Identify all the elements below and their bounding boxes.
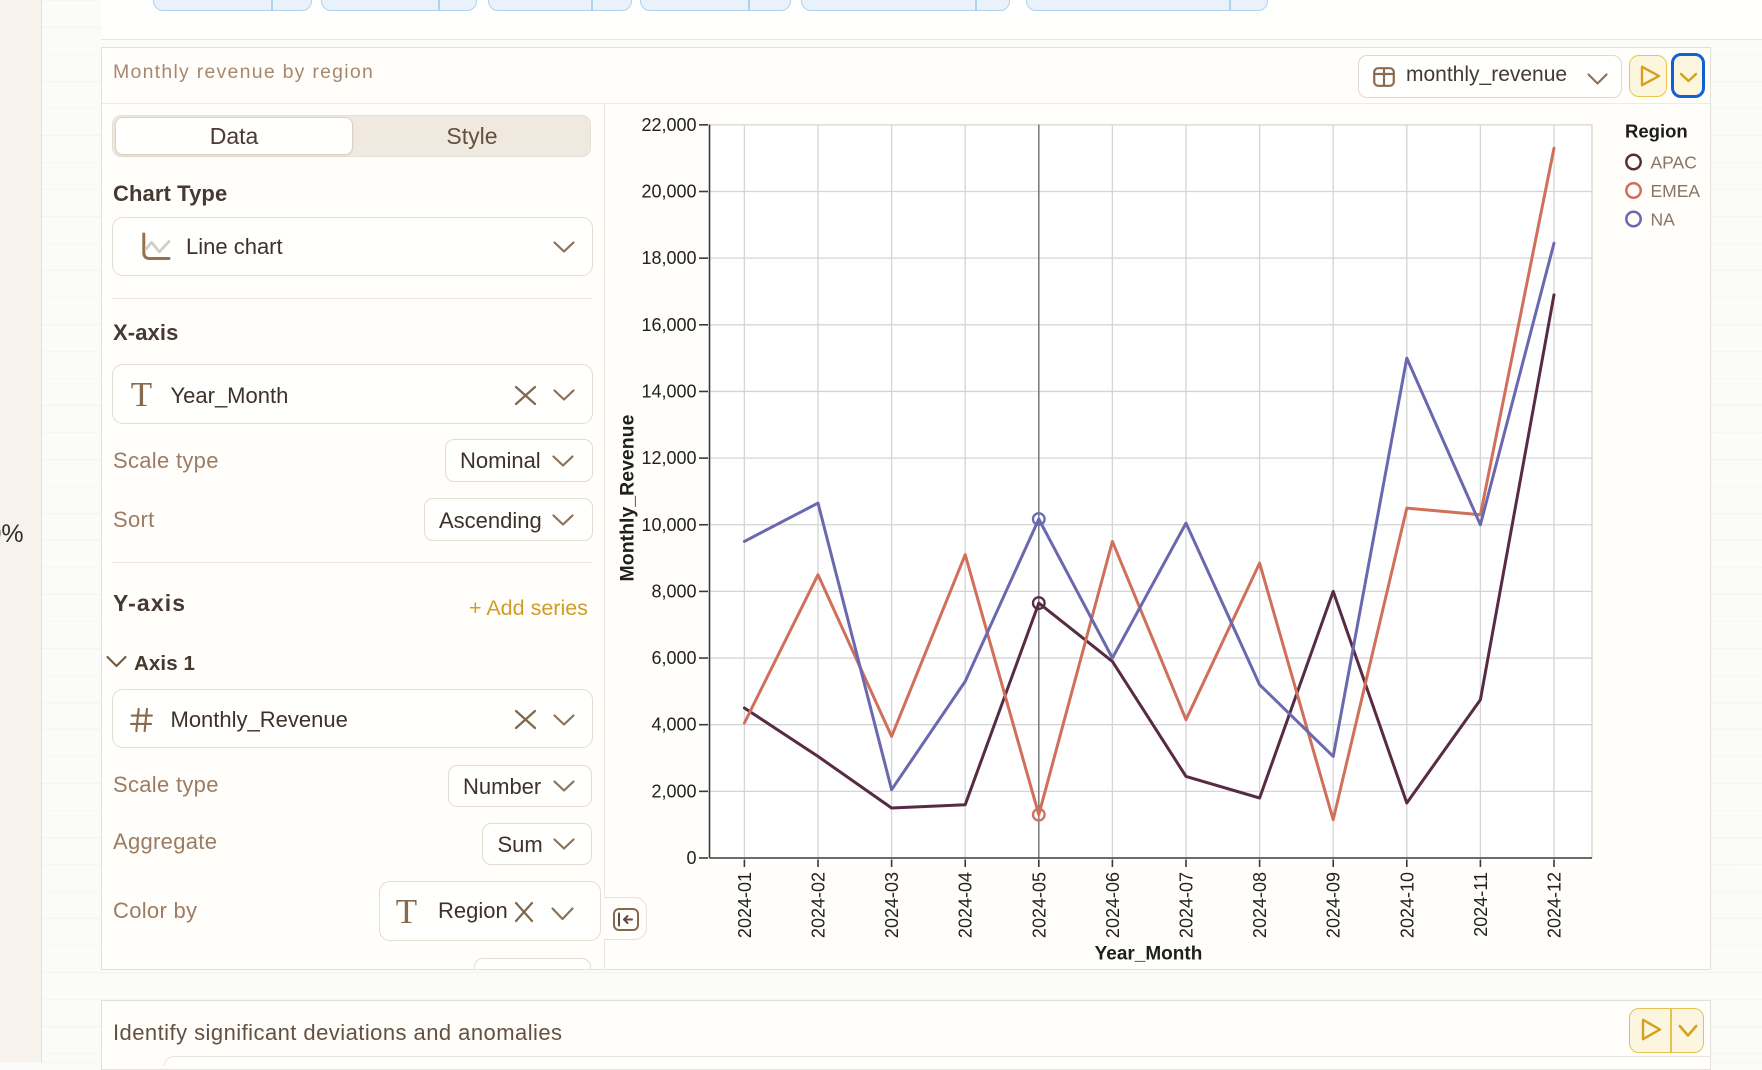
svg-text:8,000: 8,000 [651,581,696,601]
svg-text:0: 0 [686,848,696,868]
svg-text:2024-10: 2024-10 [1397,872,1417,938]
svg-text:2024-11: 2024-11 [1471,872,1491,937]
svg-text:14,000: 14,000 [641,381,696,401]
svg-text:Monthly_Revenue: Monthly_Revenue [617,414,639,581]
svg-text:10,000: 10,000 [641,515,696,535]
svg-text:22,000: 22,000 [641,115,696,135]
svg-text:2024-01: 2024-01 [735,872,755,938]
svg-text:18,000: 18,000 [641,248,696,268]
svg-text:NA: NA [1651,210,1676,230]
svg-text:6,000: 6,000 [651,648,696,668]
svg-text:2,000: 2,000 [651,781,696,801]
svg-text:2024-06: 2024-06 [1103,872,1123,938]
svg-text:2024-03: 2024-03 [882,872,902,938]
svg-text:2024-04: 2024-04 [956,872,976,938]
svg-text:20,000: 20,000 [641,182,696,202]
svg-text:2024-12: 2024-12 [1545,872,1565,938]
svg-text:Region: Region [1625,121,1688,142]
svg-text:EMEA: EMEA [1651,181,1701,201]
svg-text:2024-02: 2024-02 [809,872,829,938]
svg-text:2024-05: 2024-05 [1029,872,1049,938]
svg-text:2024-09: 2024-09 [1324,872,1344,938]
svg-text:2024-07: 2024-07 [1177,872,1197,938]
svg-text:APAC: APAC [1651,153,1697,173]
svg-text:Year_Month: Year_Month [1095,944,1203,965]
svg-text:4,000: 4,000 [651,715,696,735]
svg-text:12,000: 12,000 [641,448,696,468]
svg-text:2024-08: 2024-08 [1250,872,1270,938]
svg-text:16,000: 16,000 [641,315,696,335]
